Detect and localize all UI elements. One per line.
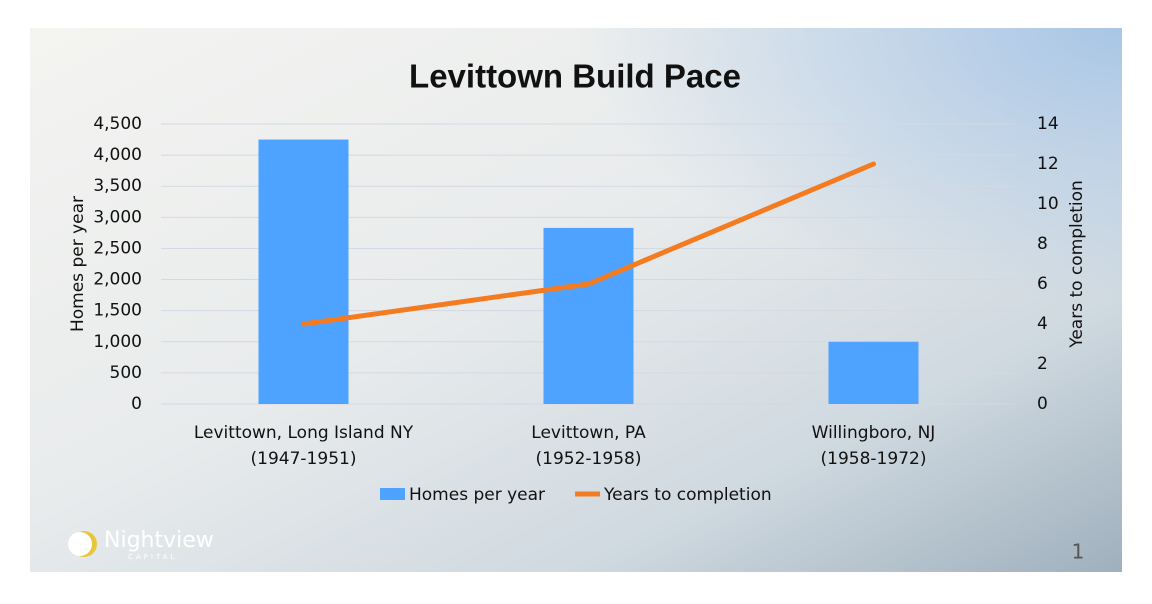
y-tick-label: 2,500 [93, 238, 142, 258]
legend-label: Homes per year [409, 485, 545, 505]
logo-name: Nightview [104, 528, 214, 553]
y-tick-label: 4,000 [93, 145, 142, 165]
y-tick-label: 3,000 [93, 207, 142, 227]
y2-tick-label: 6 [1037, 274, 1048, 294]
x-tick-label: Willingboro, NJ [812, 423, 936, 443]
y2-tick-label: 14 [1037, 114, 1059, 134]
y2-tick-label: 0 [1037, 394, 1048, 414]
y2-tick-label: 4 [1037, 314, 1048, 334]
page-number: 1 [1072, 540, 1085, 564]
line [301, 161, 876, 327]
y-tick-label: 1,500 [93, 301, 142, 321]
y2-tick-label: 2 [1037, 354, 1048, 374]
x-tick-label: (1958-1972) [821, 449, 927, 469]
x-tick-label: (1952-1958) [536, 449, 642, 469]
y2-tick-label: 12 [1037, 154, 1059, 174]
legend-swatch [380, 488, 405, 500]
y2-axis-title: Years to completion [1067, 180, 1087, 349]
bar [828, 341, 919, 404]
y2-tick-label: 8 [1037, 234, 1048, 254]
y-tick-label: 2,000 [93, 270, 142, 290]
x-tick-label: Levittown, PA [531, 423, 646, 443]
chart-title: Levittown Build Pace [409, 58, 741, 95]
bar [543, 227, 634, 404]
y-tick-label: 500 [110, 363, 142, 383]
y-tick-label: 0 [131, 394, 142, 414]
y-tick-label: 1,000 [93, 332, 142, 352]
x-tick-label: (1947-1951) [251, 449, 357, 469]
bar [258, 139, 349, 405]
y-axis-title: Homes per year [68, 196, 88, 332]
legend-label: Years to completion [603, 485, 772, 505]
logo-icon-inner [68, 532, 92, 556]
x-tick-label: Levittown, Long Island NY [194, 423, 414, 443]
y-tick-label: 3,500 [93, 176, 142, 196]
y2-tick-label: 10 [1037, 194, 1059, 214]
y-tick-label: 4,500 [93, 114, 142, 134]
logo-sub: CAPITAL [128, 553, 177, 561]
